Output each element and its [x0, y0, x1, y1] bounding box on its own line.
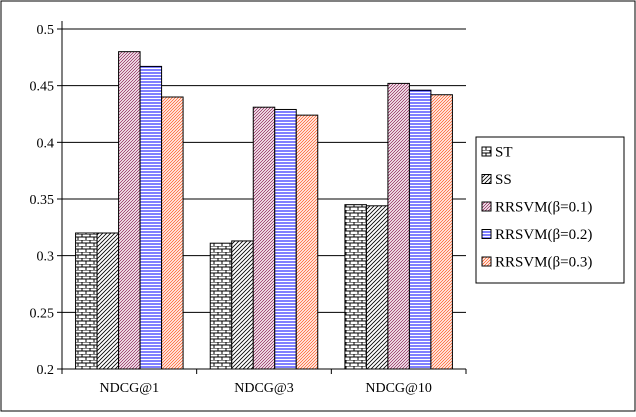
bar-ndcg10-series-3 [408, 89, 432, 370]
bar-ndcg3-series-4 [295, 114, 319, 370]
y-tick-label: 0.3 [37, 250, 55, 265]
bar-ndcg3-series-3 [274, 108, 297, 370]
y-tick-label: 0.35 [30, 193, 55, 208]
legend-label: RRSVM(β=0.2) [495, 227, 592, 243]
bar-ndcg3-series-0 [209, 242, 233, 370]
x-category-label: NDCG@10 [365, 381, 432, 396]
bar-ndcg3-series-1 [231, 240, 254, 370]
axes [61, 21, 467, 374]
legend-label: RRSVM(β=0.3) [495, 255, 592, 271]
legend-label: SS [495, 172, 512, 188]
bar-ndcg1-series-2 [118, 51, 141, 370]
x-axis-labels: NDCG@1 NDCG@3 NDCG@10 [100, 381, 432, 396]
bar-ndcg1-series-4 [161, 96, 184, 370]
legend-swatch [481, 146, 492, 157]
bar-ndcg1-series-1 [96, 232, 120, 370]
y-tick-label: 0.4 [37, 136, 55, 151]
y-tick-label: 0.2 [37, 363, 55, 378]
legend-swatch [481, 201, 492, 212]
bar-ndcg3-series-2 [252, 106, 276, 370]
y-tick-label: 0.25 [30, 306, 55, 321]
legend-swatch [481, 174, 492, 184]
y-axis-ticks: 0.2 0.25 0.3 0.35 0.4 0.45 0.5 [30, 23, 62, 378]
legend-label: ST [495, 145, 513, 161]
legend-box [475, 136, 625, 284]
legend: ST SS RRSVM(β=0.1) RRSVM(β=0.2) RRSVM(β=0.3) [475, 136, 625, 284]
bar-ndcg1-series-0 [75, 232, 98, 370]
x-category-label: NDCG@3 [234, 381, 294, 396]
x-category-label: NDCG@1 [100, 381, 160, 396]
bar-ndcg1-series-3 [139, 65, 163, 370]
y-tick-label: 0.5 [37, 23, 55, 38]
bar-ndcg10-series-4 [430, 94, 453, 370]
y-tick-label: 0.45 [30, 80, 55, 95]
bars [75, 51, 453, 370]
legend-swatch [481, 256, 492, 267]
legend-swatch [481, 229, 492, 239]
bar-ndcg10-series-1 [365, 205, 389, 370]
legend-label: RRSVM(β=0.1) [495, 200, 592, 216]
bar-ndcg10-series-2 [387, 82, 410, 370]
bar-ndcg10-series-0 [344, 204, 367, 370]
